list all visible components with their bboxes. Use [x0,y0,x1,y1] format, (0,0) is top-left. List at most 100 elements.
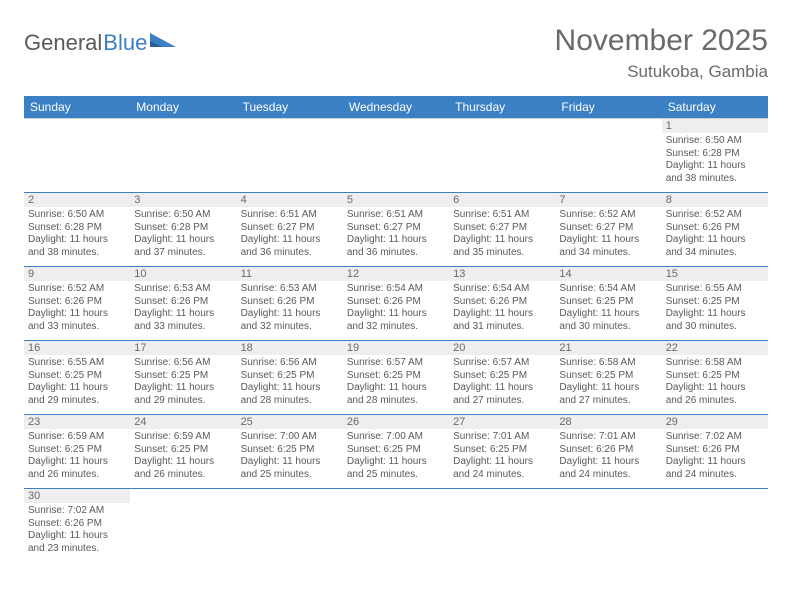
daylight-text: Daylight: 11 hours and 23 minutes. [28,530,126,555]
sunset-text: Sunset: 6:25 PM [666,370,764,383]
daylight-text: Daylight: 11 hours and 24 minutes. [666,456,764,481]
day-detail: Sunrise: 7:00 AMSunset: 6:25 PMDaylight:… [343,429,449,485]
day-detail: Sunrise: 6:59 AMSunset: 6:25 PMDaylight:… [24,429,130,485]
day-number: 19 [343,341,449,355]
sunset-text: Sunset: 6:28 PM [28,222,126,235]
calendar-cell: 28Sunrise: 7:01 AMSunset: 6:26 PMDayligh… [555,415,661,489]
brand-logo: GeneralBlue [24,24,176,56]
day-number: 12 [343,267,449,281]
daylight-text: Daylight: 11 hours and 30 minutes. [666,308,764,333]
calendar-cell: 13Sunrise: 6:54 AMSunset: 6:26 PMDayligh… [449,267,555,341]
day-detail: Sunrise: 7:00 AMSunset: 6:25 PMDaylight:… [237,429,343,485]
day-detail: Sunrise: 6:53 AMSunset: 6:26 PMDaylight:… [237,281,343,337]
day-number: 23 [24,415,130,429]
weekday-header: Thursday [449,96,555,119]
calendar-cell: 24Sunrise: 6:59 AMSunset: 6:25 PMDayligh… [130,415,236,489]
calendar-cell: 12Sunrise: 6:54 AMSunset: 6:26 PMDayligh… [343,267,449,341]
daylight-text: Daylight: 11 hours and 27 minutes. [453,382,551,407]
calendar-table: SundayMondayTuesdayWednesdayThursdayFrid… [24,96,768,563]
location-text: Sutukoba, Gambia [555,62,768,82]
weekday-header: Monday [130,96,236,119]
day-detail: Sunrise: 7:01 AMSunset: 6:26 PMDaylight:… [555,429,661,485]
day-detail: Sunrise: 6:59 AMSunset: 6:25 PMDaylight:… [130,429,236,485]
sunset-text: Sunset: 6:25 PM [134,444,232,457]
logo-text-general: General [24,30,102,56]
sunrise-text: Sunrise: 6:54 AM [453,283,551,296]
calendar-week-row: 30Sunrise: 7:02 AMSunset: 6:26 PMDayligh… [24,489,768,563]
day-number: 4 [237,193,343,207]
daylight-text: Daylight: 11 hours and 37 minutes. [134,234,232,259]
day-detail: Sunrise: 7:02 AMSunset: 6:26 PMDaylight:… [24,503,130,559]
month-title: November 2025 [555,24,768,58]
calendar-cell: 25Sunrise: 7:00 AMSunset: 6:25 PMDayligh… [237,415,343,489]
daylight-text: Daylight: 11 hours and 34 minutes. [559,234,657,259]
sunset-text: Sunset: 6:27 PM [559,222,657,235]
day-number: 16 [24,341,130,355]
day-number: 17 [130,341,236,355]
day-detail: Sunrise: 6:53 AMSunset: 6:26 PMDaylight:… [130,281,236,337]
weekday-header: Wednesday [343,96,449,119]
sunrise-text: Sunrise: 6:56 AM [134,357,232,370]
day-detail: Sunrise: 6:56 AMSunset: 6:25 PMDaylight:… [237,355,343,411]
sunset-text: Sunset: 6:26 PM [241,296,339,309]
calendar-cell: 6Sunrise: 6:51 AMSunset: 6:27 PMDaylight… [449,193,555,267]
daylight-text: Daylight: 11 hours and 24 minutes. [453,456,551,481]
day-number: 3 [130,193,236,207]
daylight-text: Daylight: 11 hours and 26 minutes. [666,382,764,407]
sunrise-text: Sunrise: 6:57 AM [347,357,445,370]
daylight-text: Daylight: 11 hours and 24 minutes. [559,456,657,481]
sunset-text: Sunset: 6:25 PM [28,370,126,383]
calendar-header-row: SundayMondayTuesdayWednesdayThursdayFrid… [24,96,768,119]
daylight-text: Daylight: 11 hours and 29 minutes. [134,382,232,407]
page-header: GeneralBlue November 2025 Sutukoba, Gamb… [24,24,768,82]
sunset-text: Sunset: 6:28 PM [666,148,764,161]
day-detail: Sunrise: 6:58 AMSunset: 6:25 PMDaylight:… [555,355,661,411]
calendar-cell-empty [237,119,343,193]
day-detail: Sunrise: 6:55 AMSunset: 6:25 PMDaylight:… [24,355,130,411]
sunrise-text: Sunrise: 7:01 AM [559,431,657,444]
sunset-text: Sunset: 6:26 PM [28,296,126,309]
sunset-text: Sunset: 6:25 PM [559,370,657,383]
sunset-text: Sunset: 6:27 PM [453,222,551,235]
sunrise-text: Sunrise: 7:01 AM [453,431,551,444]
daylight-text: Daylight: 11 hours and 36 minutes. [241,234,339,259]
day-number: 5 [343,193,449,207]
calendar-cell: 10Sunrise: 6:53 AMSunset: 6:26 PMDayligh… [130,267,236,341]
sunrise-text: Sunrise: 7:00 AM [347,431,445,444]
sunrise-text: Sunrise: 7:02 AM [28,505,126,518]
calendar-page: GeneralBlue November 2025 Sutukoba, Gamb… [0,0,792,563]
day-detail: Sunrise: 6:50 AMSunset: 6:28 PMDaylight:… [130,207,236,263]
day-number: 14 [555,267,661,281]
calendar-cell: 17Sunrise: 6:56 AMSunset: 6:25 PMDayligh… [130,341,236,415]
calendar-cell: 16Sunrise: 6:55 AMSunset: 6:25 PMDayligh… [24,341,130,415]
day-number: 18 [237,341,343,355]
daylight-text: Daylight: 11 hours and 27 minutes. [559,382,657,407]
weekday-header: Tuesday [237,96,343,119]
sunrise-text: Sunrise: 7:02 AM [666,431,764,444]
calendar-cell-empty [343,119,449,193]
calendar-week-row: 23Sunrise: 6:59 AMSunset: 6:25 PMDayligh… [24,415,768,489]
daylight-text: Daylight: 11 hours and 33 minutes. [28,308,126,333]
day-number: 13 [449,267,555,281]
calendar-cell: 30Sunrise: 7:02 AMSunset: 6:26 PMDayligh… [24,489,130,563]
daylight-text: Daylight: 11 hours and 30 minutes. [559,308,657,333]
day-detail: Sunrise: 6:52 AMSunset: 6:27 PMDaylight:… [555,207,661,263]
day-number: 21 [555,341,661,355]
sunset-text: Sunset: 6:25 PM [666,296,764,309]
sunrise-text: Sunrise: 6:52 AM [666,209,764,222]
sunset-text: Sunset: 6:25 PM [453,444,551,457]
flag-icon [150,33,176,51]
sunset-text: Sunset: 6:28 PM [134,222,232,235]
day-detail: Sunrise: 6:50 AMSunset: 6:28 PMDaylight:… [24,207,130,263]
calendar-cell: 29Sunrise: 7:02 AMSunset: 6:26 PMDayligh… [662,415,768,489]
calendar-cell: 22Sunrise: 6:58 AMSunset: 6:25 PMDayligh… [662,341,768,415]
calendar-cell-empty [555,119,661,193]
calendar-cell-empty [662,489,768,563]
day-number: 9 [24,267,130,281]
sunset-text: Sunset: 6:27 PM [241,222,339,235]
day-detail: Sunrise: 6:54 AMSunset: 6:26 PMDaylight:… [449,281,555,337]
calendar-cell: 8Sunrise: 6:52 AMSunset: 6:26 PMDaylight… [662,193,768,267]
day-number: 26 [343,415,449,429]
daylight-text: Daylight: 11 hours and 38 minutes. [666,160,764,185]
day-detail: Sunrise: 6:54 AMSunset: 6:26 PMDaylight:… [343,281,449,337]
